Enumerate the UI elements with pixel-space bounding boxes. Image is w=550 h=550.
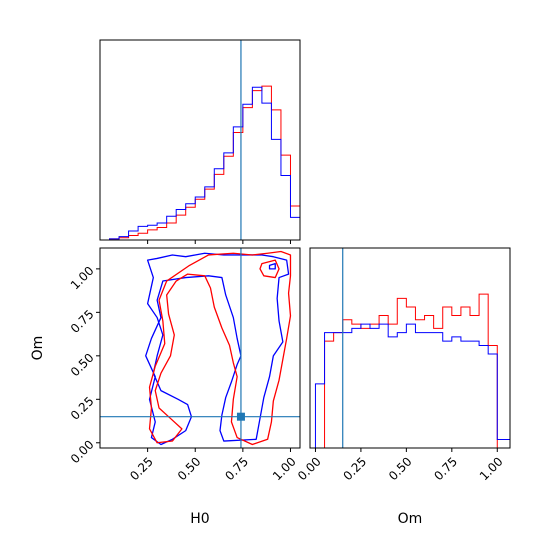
axes-frame bbox=[99, 39, 301, 241]
contour-line-2 bbox=[259, 259, 280, 279]
y-tick-label: 0.50 bbox=[68, 351, 97, 380]
x-tick-label: 1.00 bbox=[477, 454, 506, 483]
contour-line-1 bbox=[148, 250, 292, 446]
histogram-series-1 bbox=[100, 86, 301, 241]
truth-marker bbox=[236, 412, 245, 421]
x-tick-label: 1.00 bbox=[270, 454, 299, 483]
y-tick-label: 0.25 bbox=[68, 394, 97, 423]
h0-marginal-panel bbox=[99, 39, 301, 244]
x-axis-label: Om bbox=[398, 511, 423, 527]
histogram-series-0 bbox=[100, 85, 301, 241]
x-tick-label: 0.50 bbox=[386, 454, 415, 483]
x-tick-label: 0.75 bbox=[222, 454, 251, 483]
histogram-series-0 bbox=[310, 293, 510, 449]
y-tick-label: 0.75 bbox=[68, 307, 97, 336]
axes-frame bbox=[99, 247, 301, 449]
contour-group bbox=[145, 250, 292, 446]
y-axis-label: Om bbox=[30, 336, 46, 361]
contour-line-3 bbox=[268, 263, 276, 270]
x-tick-label: 0.00 bbox=[295, 454, 324, 483]
x-tick-label: 0.25 bbox=[340, 454, 369, 483]
contour-line-0 bbox=[145, 252, 290, 446]
h0-om-contour-panel: 0.25 0.50 0.75 1.00 0.00 0.25 0.50 0.75 1.00 H0 Om bbox=[30, 247, 301, 527]
y-tick-label: 0.00 bbox=[68, 437, 97, 466]
x-tick-label: 0.25 bbox=[127, 454, 156, 483]
x-tick-label: 0.75 bbox=[431, 454, 460, 483]
y-tick-label: 1.00 bbox=[68, 264, 97, 293]
histogram-series-1 bbox=[310, 323, 510, 449]
om-marginal-panel: 0.00 0.25 0.50 0.75 1.00 Om bbox=[295, 247, 511, 527]
axes-frame bbox=[309, 247, 511, 449]
x-tick-label: 0.50 bbox=[175, 454, 204, 483]
x-axis-label: H0 bbox=[190, 511, 209, 527]
